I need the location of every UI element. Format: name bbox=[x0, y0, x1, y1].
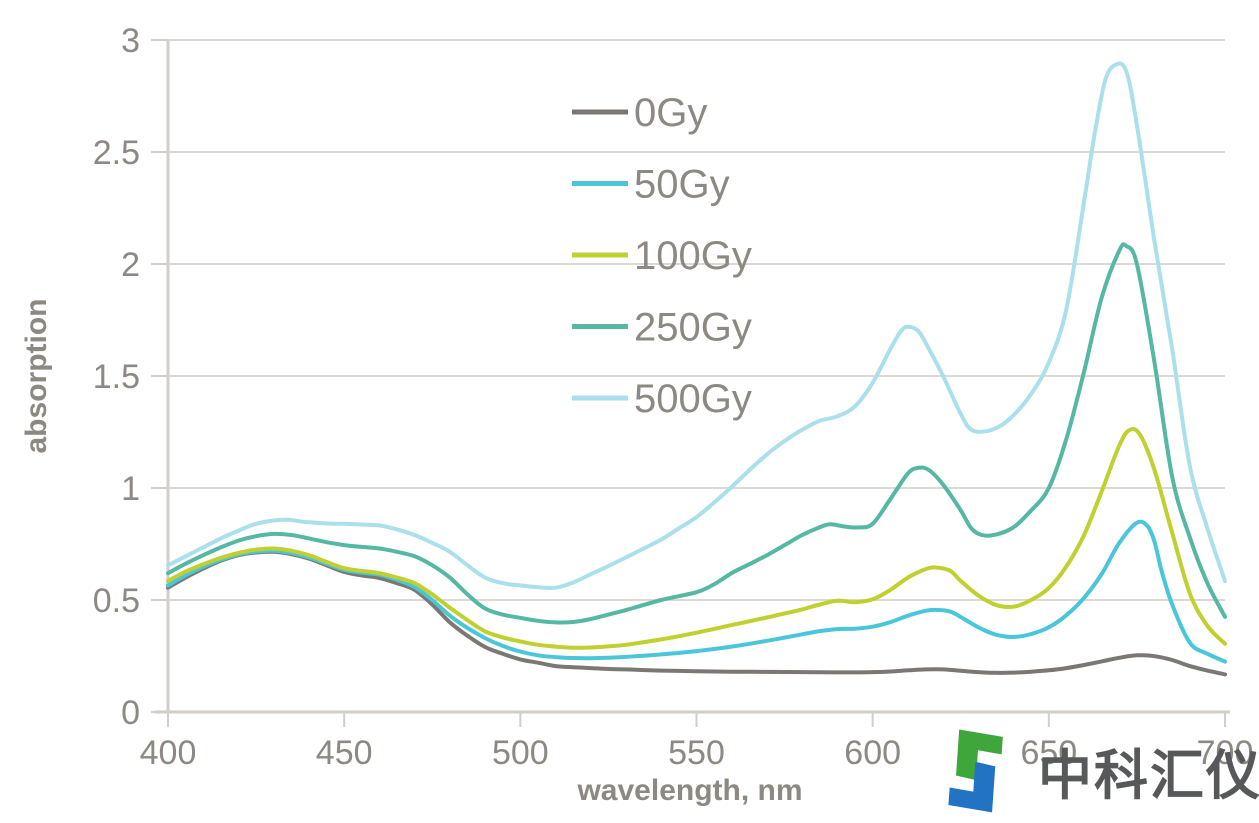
x-tick-label: 650 bbox=[1020, 734, 1077, 772]
x-tick-label: 400 bbox=[140, 734, 197, 772]
x-axis-title: wavelength, nm bbox=[576, 774, 802, 807]
tick-labels: 0 0.5 1 1.5 2 2.5 3 400 450 500 550 600 650 700 bbox=[93, 22, 1254, 772]
y-axis-title: absorption bbox=[20, 299, 53, 454]
axes bbox=[151, 39, 1230, 727]
x-tick-label: 700 bbox=[1197, 734, 1254, 772]
y-tick-label: 0.5 bbox=[93, 582, 140, 620]
legend-label-500Gy: 500Gy bbox=[634, 377, 752, 421]
y-tick-label: 0 bbox=[121, 694, 140, 732]
x-tick-label: 600 bbox=[844, 734, 901, 772]
legend-label-250Gy: 250Gy bbox=[634, 306, 752, 350]
y-tick-label: 2 bbox=[121, 246, 140, 284]
series-line-500Gy bbox=[166, 61, 1227, 591]
gridlines bbox=[168, 39, 1225, 601]
legend-label-50Gy: 50Gy bbox=[634, 163, 730, 207]
legend: 0Gy 50Gy 100Gy 250Gy 500Gy bbox=[572, 91, 752, 421]
series-line-100Gy bbox=[166, 427, 1227, 650]
y-tick-label: 1 bbox=[121, 470, 140, 508]
series-line-250Gy bbox=[166, 242, 1227, 625]
x-tick-label: 500 bbox=[492, 734, 549, 772]
legend-label-100Gy: 100Gy bbox=[634, 234, 752, 278]
y-tick-label: 1.5 bbox=[93, 358, 140, 396]
series-lines bbox=[166, 61, 1227, 677]
x-tick-label: 550 bbox=[668, 734, 725, 772]
y-tick-label: 3 bbox=[121, 22, 140, 60]
y-tick-label: 2.5 bbox=[93, 134, 140, 172]
x-tick-label: 450 bbox=[316, 734, 373, 772]
legend-label-0Gy: 0Gy bbox=[634, 91, 707, 135]
